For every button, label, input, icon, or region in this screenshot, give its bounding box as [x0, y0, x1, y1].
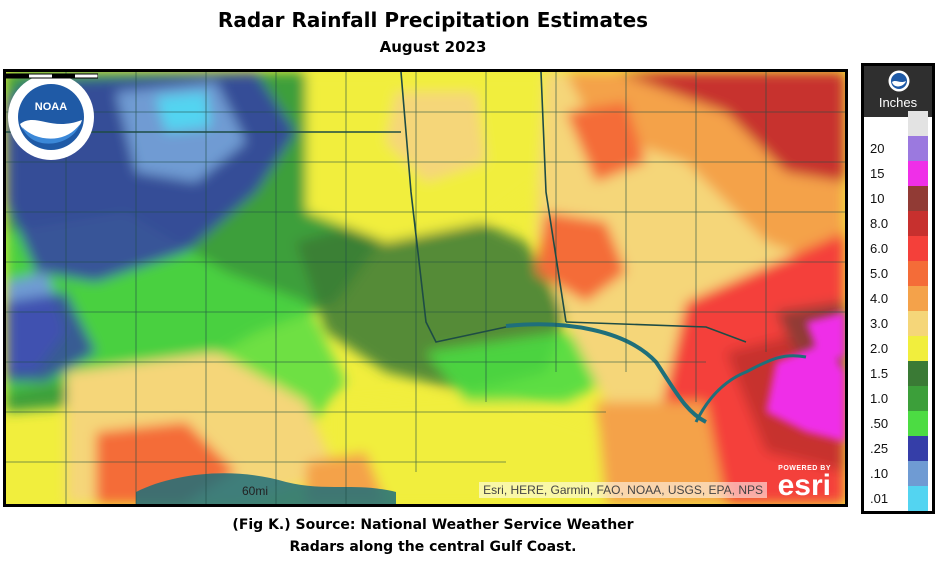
- legend-item: 20: [864, 136, 932, 161]
- legend-item-swatch: [908, 361, 928, 386]
- legend-item: 2.0: [864, 336, 932, 361]
- heavy-rain-core: [766, 312, 845, 442]
- legend-item: 8.0: [864, 211, 932, 236]
- legend-units: Inches: [878, 95, 918, 110]
- legend-item: 1.0: [864, 386, 932, 411]
- legend-item-label: .25: [870, 441, 889, 456]
- legend-item-label: .50: [870, 416, 889, 431]
- legend-item: 3.0: [864, 311, 932, 336]
- legend-item: 10: [864, 186, 932, 211]
- legend-header: Inches: [864, 66, 932, 117]
- legend-item-swatch: [908, 436, 928, 461]
- legend-item-label: 8.0: [870, 216, 889, 231]
- legend-item-label: 4.0: [870, 291, 889, 306]
- legend-item-label: .10: [870, 466, 889, 481]
- bay-coast: [694, 354, 807, 423]
- legend-item-label: 1.0: [870, 391, 889, 406]
- legend-item: .25: [864, 436, 932, 461]
- legend-item-swatch: [908, 186, 928, 211]
- esri-wordmark: esri: [777, 469, 831, 502]
- rainfall-map[interactable]: NOAA 60mi Esri, HERE, Garmin, FAO, NOAA,…: [3, 69, 848, 507]
- map-attribution[interactable]: Esri, HERE, Garmin, FAO, NOAA, USGS, EPA…: [479, 482, 767, 498]
- legend-item: [864, 511, 932, 514]
- legend-item-swatch: [908, 111, 928, 136]
- legend-item: 1.5: [864, 361, 932, 386]
- legend-item-label: .01: [870, 491, 889, 506]
- legend-item-swatch: [908, 411, 928, 436]
- legend-item: .01: [864, 486, 932, 511]
- figure-caption-line2: Radars along the central Gulf Coast.: [289, 539, 577, 555]
- scale-label: 60mi: [242, 484, 269, 498]
- map-subtitle: August 2023: [379, 38, 487, 56]
- legend-item-swatch: [908, 461, 928, 486]
- legend-item-swatch: [908, 136, 928, 161]
- esri-powered-text: POWERED BY: [778, 465, 831, 472]
- legend-item-swatch: [908, 511, 928, 514]
- legend-item: 4.0: [864, 286, 932, 311]
- legend-item: 6.0: [864, 236, 932, 261]
- legend-item-label: 6.0: [870, 241, 889, 256]
- legend-item: .50: [864, 411, 932, 436]
- map-title: Radar Rainfall Precipitation Estimates: [217, 8, 649, 32]
- coastline: [505, 322, 707, 424]
- svg-text:NOAA: NOAA: [35, 101, 67, 113]
- legend-item-label: 5.0: [870, 266, 889, 281]
- legend-item: [864, 111, 932, 136]
- legend-item-label: 15: [870, 166, 885, 181]
- noaa-logo: NOAA: [8, 74, 94, 160]
- noaa-small-icon: [888, 70, 910, 92]
- legend-item-label: 10: [870, 191, 885, 206]
- figure-caption-line1: (Fig K.) Source: National Weather Servic…: [232, 517, 634, 533]
- legend-item-swatch: [908, 486, 928, 511]
- legend-item-swatch: [908, 161, 928, 186]
- legend-item-swatch: [908, 286, 928, 311]
- legend-item-swatch: [908, 336, 928, 361]
- legend-item-swatch: [908, 236, 928, 261]
- esri-logo: POWERED BY esri: [777, 465, 831, 502]
- legend-item-swatch: [908, 311, 928, 336]
- legend-item-label: 20: [870, 141, 885, 156]
- legend-item-label: 1.5: [870, 366, 889, 381]
- rainfall-raster: [6, 72, 845, 504]
- gulf-water: [136, 473, 396, 504]
- legend-item: 5.0: [864, 261, 932, 286]
- legend-item-label: 2.0: [870, 341, 889, 356]
- precip-legend: Inches 20 15 10 8.0 6.0 5.0 4.0 3.0 2.0 1.5 1.0 .50…: [861, 63, 935, 514]
- legend-item-swatch: [908, 211, 928, 236]
- scale-bar: [6, 73, 98, 79]
- legend-item-swatch: [908, 261, 928, 286]
- rainfall-zones: [6, 72, 845, 504]
- legend-item: 15: [864, 161, 932, 186]
- legend-item-label: 3.0: [870, 316, 889, 331]
- legend-item-swatch: [908, 386, 928, 411]
- legend-item: .10: [864, 461, 932, 486]
